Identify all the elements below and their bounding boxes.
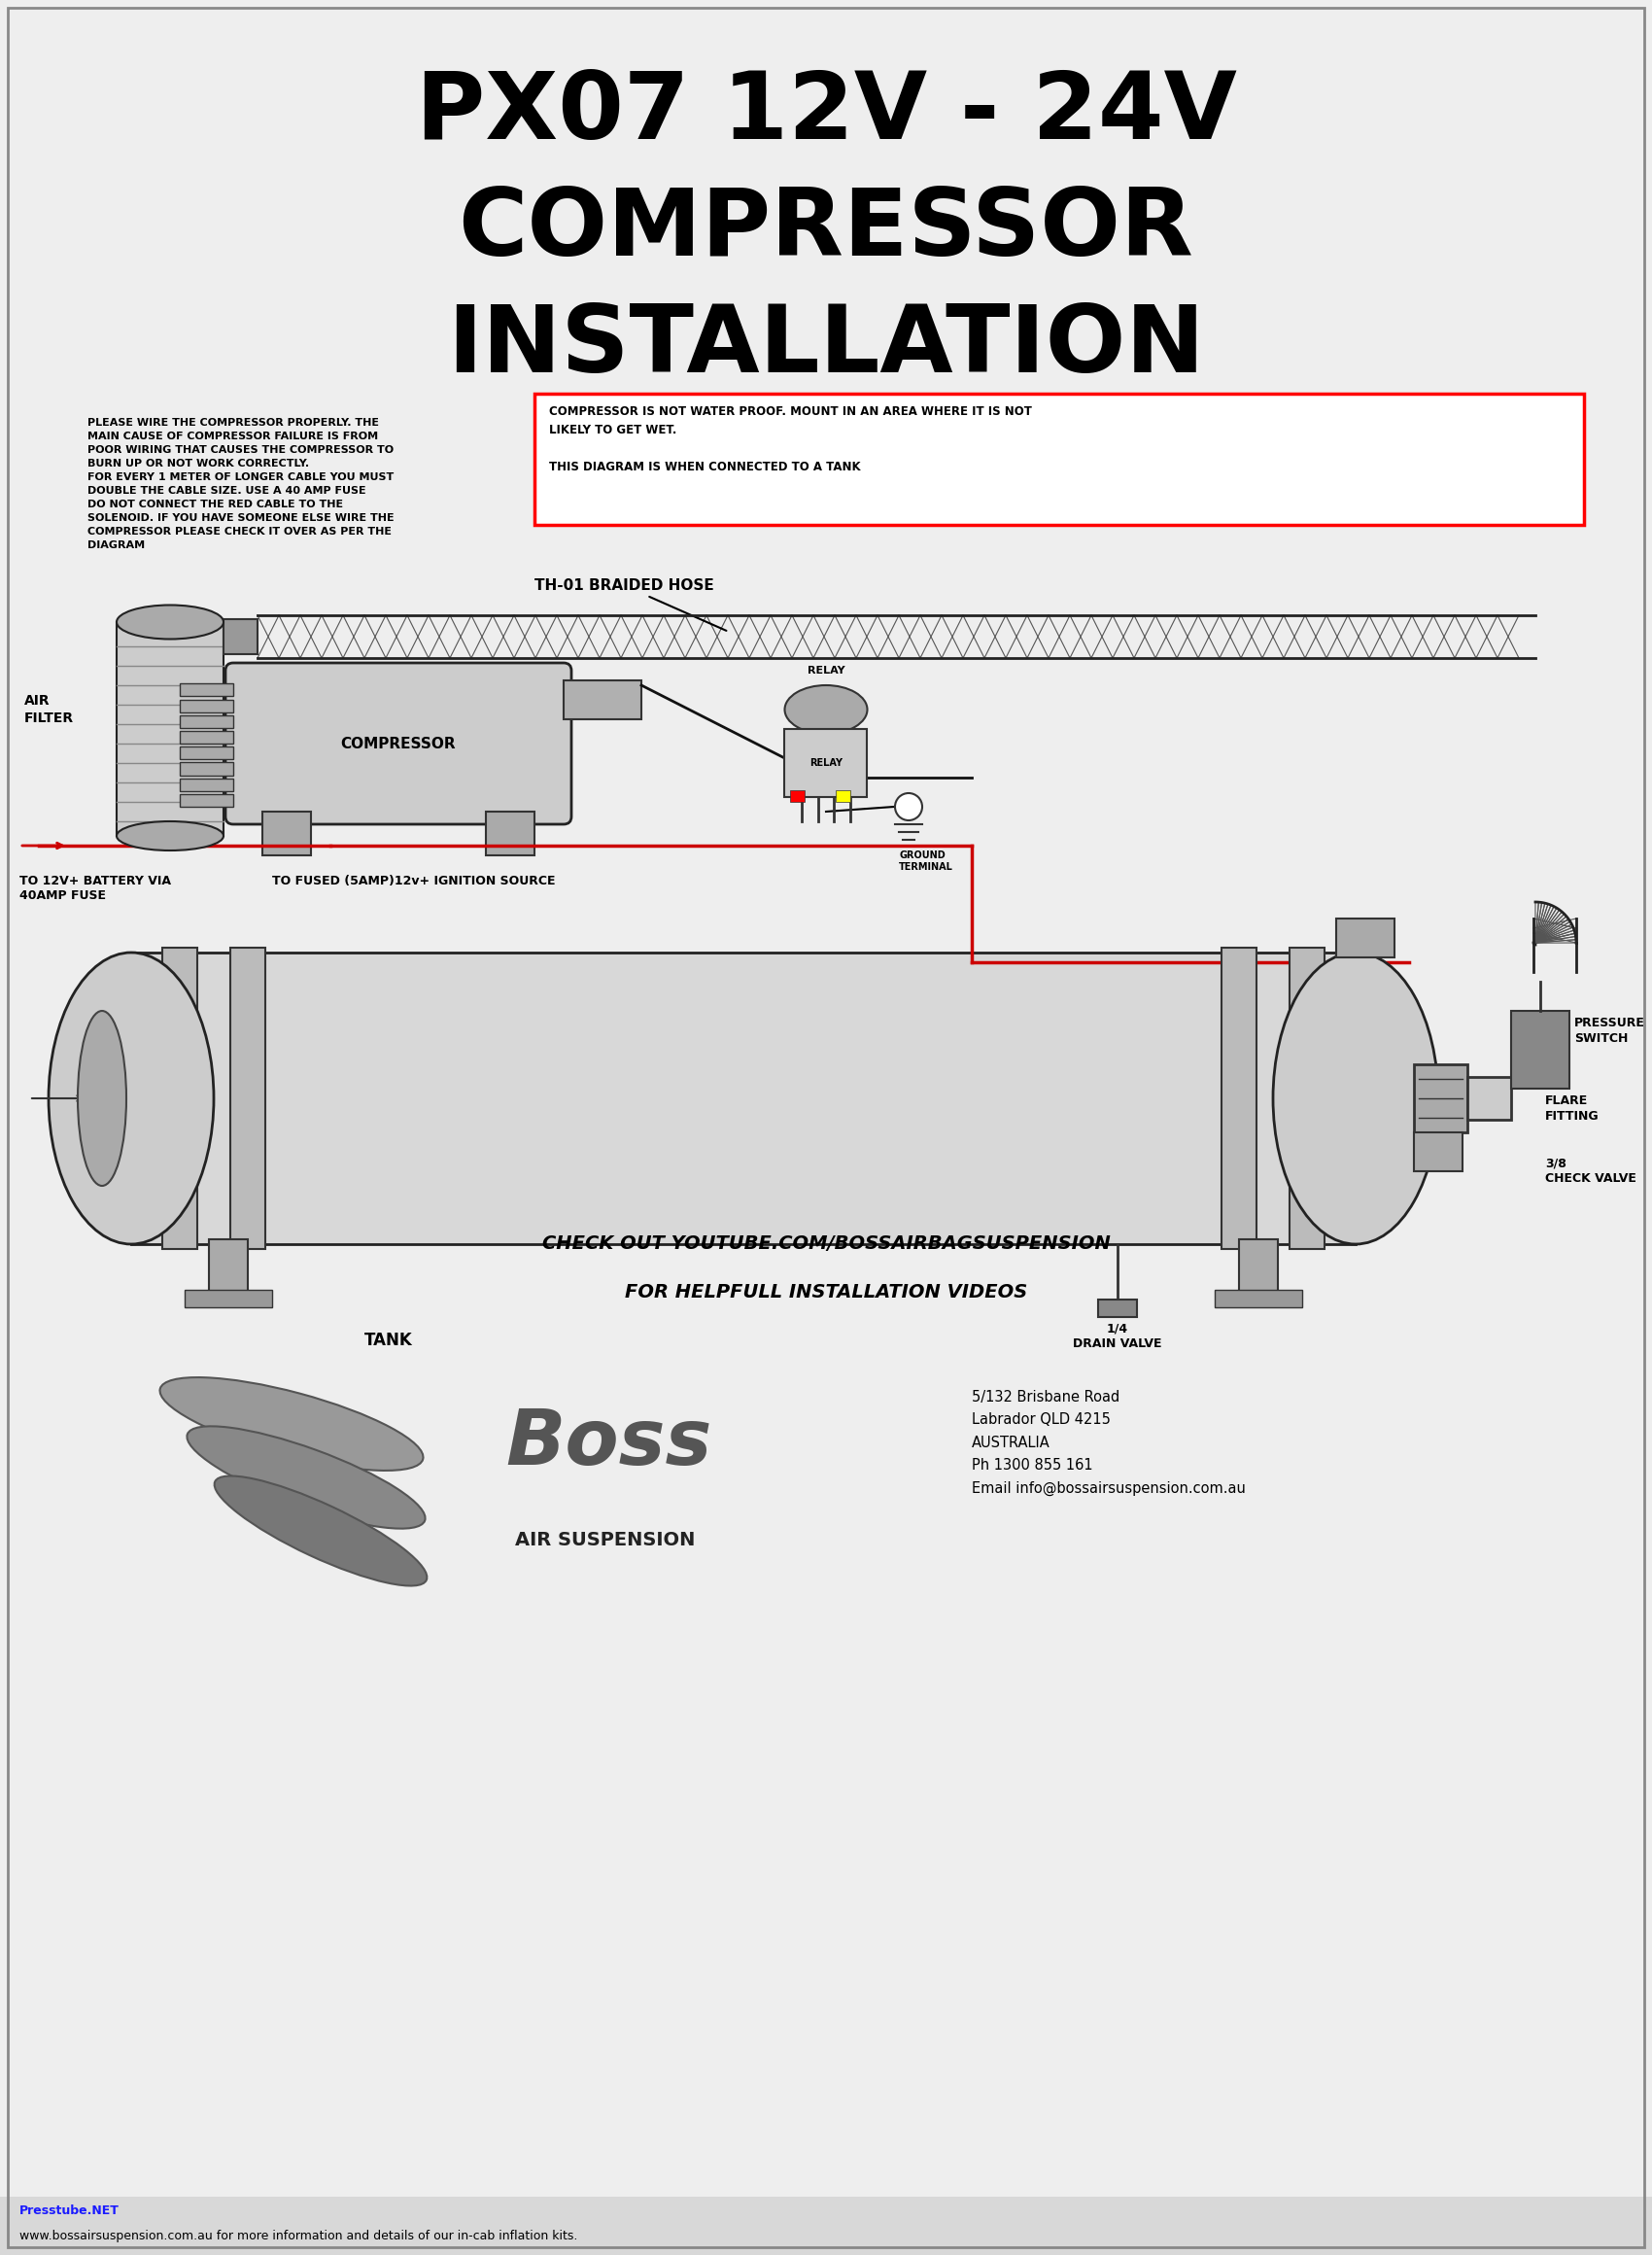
Bar — [535, 395, 1584, 525]
Bar — [1512, 1010, 1569, 1089]
Text: 1/4
DRAIN VALVE: 1/4 DRAIN VALVE — [1074, 1321, 1161, 1351]
Text: AIR SUSPENSION: AIR SUSPENSION — [515, 1531, 695, 1549]
Bar — [1221, 947, 1257, 1249]
Bar — [486, 812, 535, 855]
Bar — [563, 681, 641, 719]
Text: AIR
FILTER: AIR FILTER — [25, 695, 74, 724]
Bar — [790, 789, 805, 803]
Bar — [180, 762, 233, 776]
Text: PLEASE WIRE THE COMPRESSOR PROPERLY. THE
MAIN CAUSE OF COMPRESSOR FAILURE IS FRO: PLEASE WIRE THE COMPRESSOR PROPERLY. THE… — [88, 417, 395, 550]
Ellipse shape — [895, 794, 922, 821]
Bar — [180, 778, 233, 792]
Text: TANK: TANK — [365, 1333, 413, 1348]
Text: GROUND
TERMINAL: GROUND TERMINAL — [899, 850, 953, 870]
Bar — [1239, 1240, 1279, 1292]
Bar — [230, 947, 266, 1249]
Ellipse shape — [215, 1477, 426, 1585]
Ellipse shape — [160, 1378, 423, 1470]
Text: TO 12V+ BATTERY VIA
40AMP FUSE: TO 12V+ BATTERY VIA 40AMP FUSE — [20, 875, 172, 902]
Bar — [223, 620, 258, 654]
FancyBboxPatch shape — [225, 663, 572, 825]
Text: www.bossairsuspension.com.au for more information and details of our in-cab infl: www.bossairsuspension.com.au for more in… — [20, 2230, 578, 2241]
Bar — [1214, 1290, 1302, 1308]
Bar — [1414, 1132, 1462, 1170]
Text: COMPRESSOR: COMPRESSOR — [458, 185, 1194, 275]
Text: FOR HELPFULL INSTALLATION VIDEOS: FOR HELPFULL INSTALLATION VIDEOS — [624, 1283, 1028, 1301]
Bar — [180, 794, 233, 807]
Ellipse shape — [1274, 952, 1439, 1245]
Bar — [1290, 947, 1325, 1249]
Ellipse shape — [785, 686, 867, 733]
Bar — [131, 952, 1356, 1245]
Text: COMPRESSOR IS NOT WATER PROOF. MOUNT IN AN AREA WHERE IT IS NOT
LIKELY TO GET WE: COMPRESSOR IS NOT WATER PROOF. MOUNT IN … — [548, 406, 1032, 474]
Text: FLARE
FITTING: FLARE FITTING — [1545, 1094, 1599, 1123]
Bar — [180, 683, 233, 697]
Bar — [1099, 1299, 1137, 1317]
Text: PX07 12V - 24V: PX07 12V - 24V — [416, 68, 1236, 158]
Bar — [162, 947, 197, 1249]
Text: CHECK OUT YOUTUBE.COM/BOSSAIRBAGSUSPENSION: CHECK OUT YOUTUBE.COM/BOSSAIRBAGSUSPENSI… — [542, 1233, 1110, 1254]
Bar — [180, 699, 233, 713]
Bar — [1467, 1078, 1512, 1121]
Bar — [180, 715, 233, 728]
Bar — [117, 622, 223, 837]
Ellipse shape — [117, 604, 223, 638]
Ellipse shape — [48, 952, 213, 1245]
Text: PRESSURE
SWITCH: PRESSURE SWITCH — [1574, 1017, 1645, 1044]
Text: TH-01 BRAIDED HOSE: TH-01 BRAIDED HOSE — [535, 577, 727, 631]
Bar — [1414, 1064, 1467, 1132]
Bar — [836, 789, 851, 803]
Bar — [0, 2196, 1652, 2255]
Text: COMPRESSOR: COMPRESSOR — [340, 737, 456, 751]
Text: RELAY: RELAY — [808, 665, 844, 676]
Text: INSTALLATION: INSTALLATION — [448, 302, 1204, 392]
Text: Presstube.NET: Presstube.NET — [20, 2205, 119, 2217]
Text: RELAY: RELAY — [809, 758, 843, 769]
Bar — [263, 812, 311, 855]
Bar — [180, 731, 233, 744]
Bar — [185, 1290, 273, 1308]
Text: 5/132 Brisbane Road
Labrador QLD 4215
AUSTRALIA
Ph 1300 855 161
Email info@bossa: 5/132 Brisbane Road Labrador QLD 4215 AU… — [971, 1389, 1246, 1495]
Ellipse shape — [117, 821, 223, 850]
Text: Boss: Boss — [506, 1405, 712, 1482]
Bar — [208, 1240, 248, 1292]
Text: TO FUSED (5AMP)12v+ IGNITION SOURCE: TO FUSED (5AMP)12v+ IGNITION SOURCE — [273, 875, 555, 888]
Bar — [1336, 918, 1394, 958]
Bar — [180, 746, 233, 760]
Text: 3/8
CHECK VALVE: 3/8 CHECK VALVE — [1545, 1157, 1637, 1186]
Ellipse shape — [187, 1425, 425, 1529]
Ellipse shape — [78, 1010, 126, 1186]
Bar — [785, 728, 867, 796]
